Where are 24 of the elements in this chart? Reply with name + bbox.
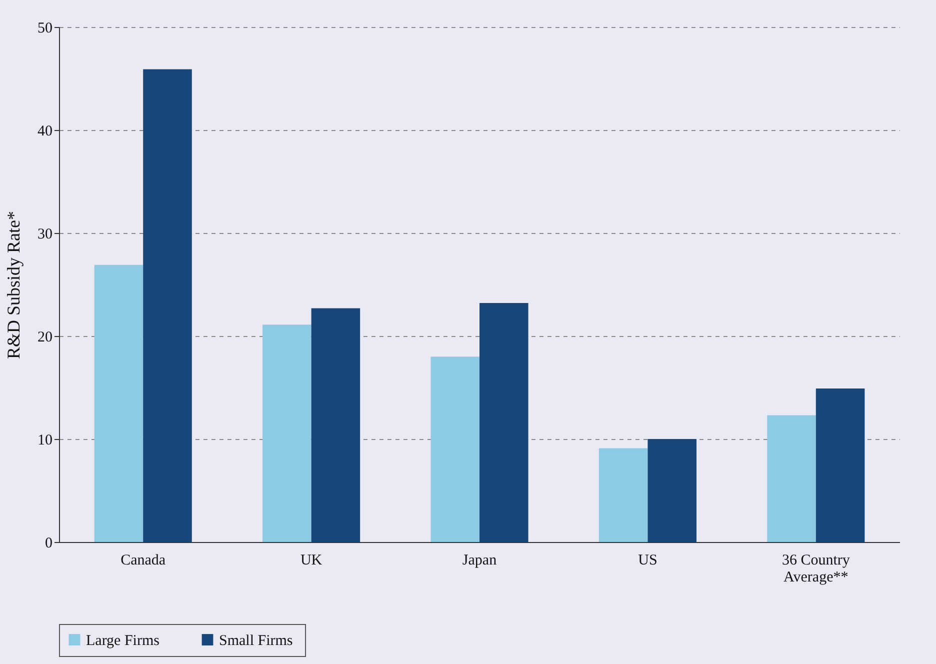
legend-label: Large Firms	[86, 632, 160, 649]
bar	[262, 324, 312, 542]
bar	[480, 303, 528, 542]
bar	[767, 415, 816, 542]
x-tick-label: 36 Country Average**	[782, 552, 850, 586]
bar	[598, 448, 648, 542]
y-tick-label: 30	[38, 226, 52, 242]
bar	[143, 69, 192, 542]
y-tick-label: 20	[38, 330, 52, 346]
y-axis-title: R&D Subsidy Rate*	[4, 210, 24, 360]
bar	[94, 264, 144, 542]
y-tick-label: 50	[38, 20, 52, 36]
bar	[816, 388, 865, 542]
y-tick-label: 40	[38, 124, 52, 140]
x-tick-label: UK	[300, 552, 322, 568]
bar	[311, 308, 360, 542]
legend-label: Small Firms	[219, 632, 293, 649]
x-tick-label: Japan	[462, 552, 498, 568]
bar	[430, 356, 480, 542]
x-tick-label: US	[638, 552, 658, 568]
y-tick-label: 0	[45, 536, 52, 552]
x-tick-label: Canada	[120, 552, 166, 568]
y-tick-label: 10	[38, 432, 52, 448]
bar	[648, 439, 696, 542]
